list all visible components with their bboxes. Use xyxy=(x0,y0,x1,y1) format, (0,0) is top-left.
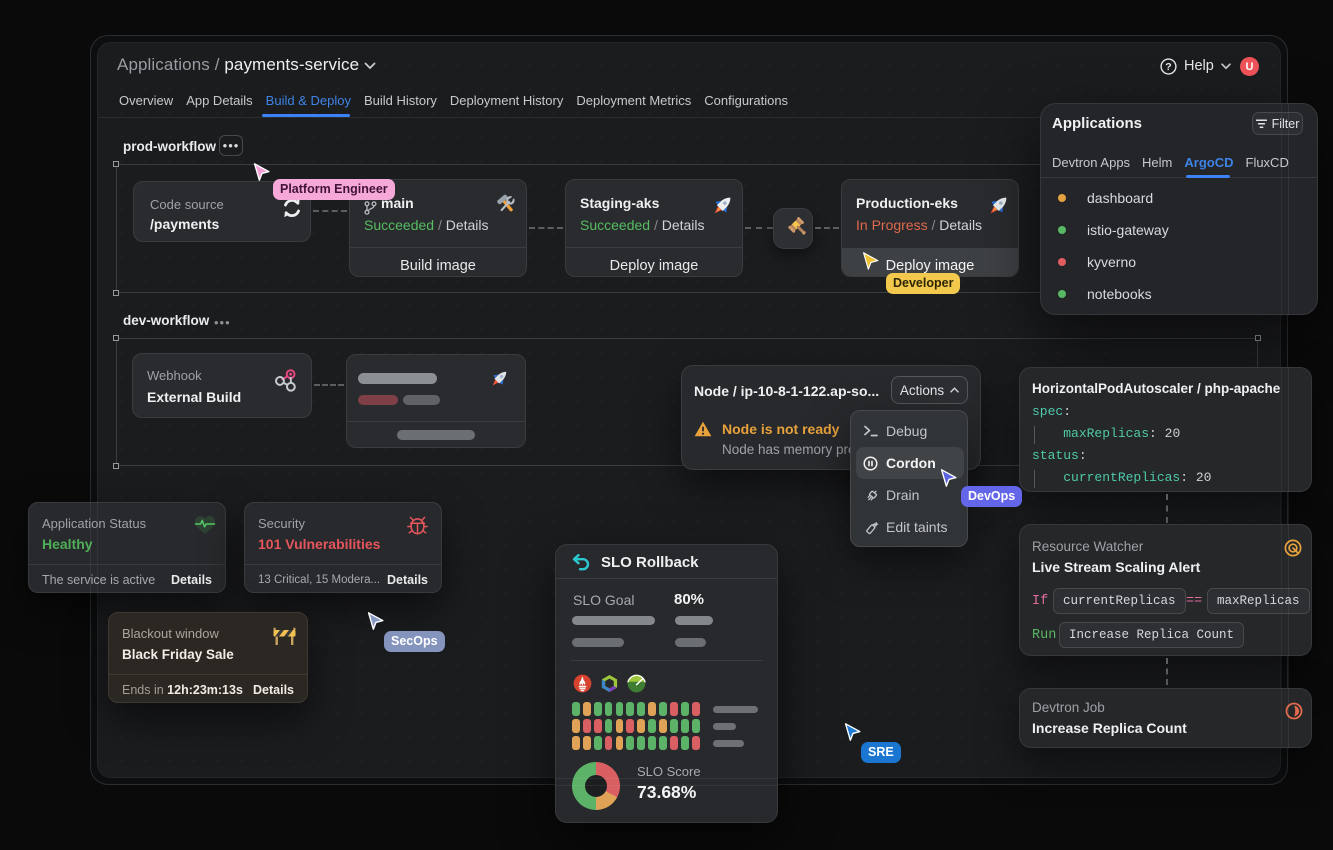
svg-text:?: ? xyxy=(1165,61,1171,73)
